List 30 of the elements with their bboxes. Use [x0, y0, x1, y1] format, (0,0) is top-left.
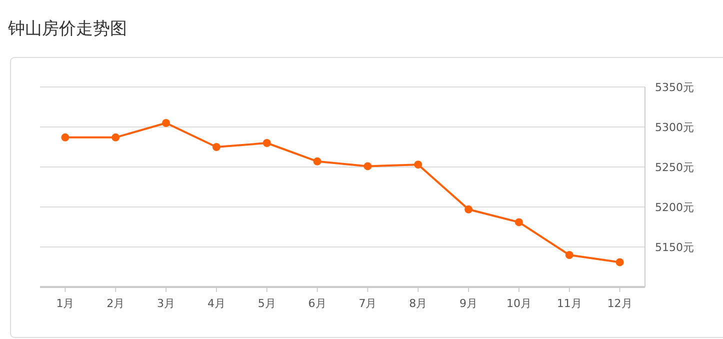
y-tick-label: 5200元: [655, 201, 694, 214]
point: [464, 205, 473, 214]
x-tick-label: 12月: [607, 297, 632, 310]
point: [364, 162, 372, 170]
x-tick-label: 11月: [556, 297, 582, 310]
title: 钟山房价走势图: [8, 19, 127, 39]
point: [514, 218, 523, 226]
y-tick-label: 5300元: [655, 121, 694, 134]
x-tick-label: 9月: [460, 297, 478, 310]
y-tick-label: 5150元: [655, 241, 694, 254]
x-tick-label: 6月: [308, 297, 326, 310]
point: [212, 143, 220, 151]
x-tick-label: 1月: [56, 297, 74, 310]
point: [313, 157, 322, 166]
x-tick-label: 5月: [258, 297, 276, 310]
x-tick-label: 4月: [207, 297, 226, 310]
x-tick-label: 8月: [409, 297, 428, 310]
point: [565, 251, 574, 259]
x-tick-label: 3月: [157, 297, 176, 310]
point: [61, 133, 70, 142]
point: [162, 119, 170, 127]
point: [112, 133, 120, 142]
x-tick-label: 7月: [358, 297, 377, 310]
y-tick-label: 5250元: [655, 161, 694, 174]
x-tick-label: 2月: [106, 297, 125, 310]
x-tick-label: 10月: [506, 297, 532, 310]
point: [414, 160, 422, 169]
point: [616, 258, 624, 266]
point: [262, 139, 271, 147]
y-tick-label: 5350元: [655, 81, 694, 94]
